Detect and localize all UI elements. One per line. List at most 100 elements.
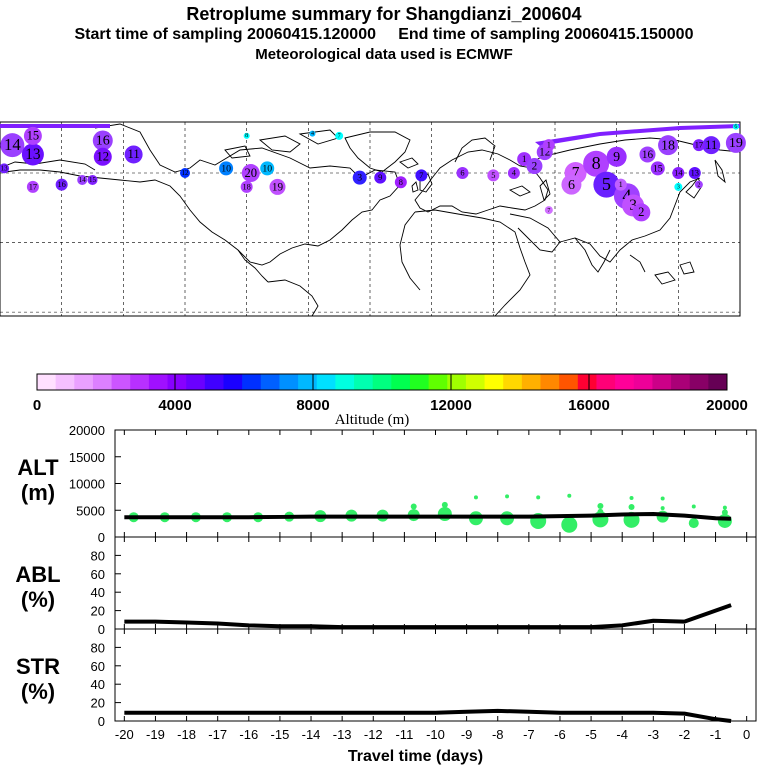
plume-marker	[688, 167, 701, 180]
colorbar-cell	[596, 374, 616, 390]
plume-marker-label: 12	[182, 169, 190, 177]
plume-marker-label: 16	[96, 134, 110, 149]
colorbar-tick-label: 0	[33, 397, 41, 414]
plume-marker	[0, 133, 25, 158]
altitude-point	[441, 501, 448, 508]
colorbar-cells	[37, 374, 728, 390]
plume-marker	[672, 167, 685, 180]
plume-marker	[544, 206, 553, 215]
altitude-point	[473, 495, 478, 500]
plume-marker-label: 4	[512, 169, 517, 178]
colorbar-cell	[577, 374, 597, 390]
panel-alt: 20000 15000 10000 5000 0 ALT(m)	[17, 423, 757, 545]
sampling-times: Start time of sampling 20060415.120000 E…	[74, 26, 694, 43]
plume-marker-label: 7	[338, 134, 341, 140]
coastlines	[0, 123, 741, 317]
plume-marker	[219, 161, 234, 176]
x-tick-label: -4	[616, 727, 628, 742]
plume-marker	[632, 203, 651, 222]
altitude-point	[660, 506, 665, 511]
y-tick-label: 0	[98, 622, 105, 637]
plume-marker	[702, 136, 721, 155]
colorbar-cell	[503, 374, 523, 390]
x-tick-label: -1	[710, 727, 722, 742]
x-tick-label: -18	[177, 727, 196, 742]
plume-marker-label: 12	[539, 147, 550, 159]
colorbar-cell	[652, 374, 672, 390]
plume-marker-label: 15	[27, 129, 40, 143]
plume-marker-label: 8	[592, 153, 601, 173]
altitude-point	[561, 516, 578, 533]
y-tick-label: 40	[91, 585, 105, 600]
plume-marker	[692, 139, 705, 152]
plume-marker-label: 16	[57, 180, 65, 189]
plume-marker-label: 17	[29, 182, 37, 191]
colorbar-cell	[671, 374, 691, 390]
colorbar-tick-label: 20000	[706, 397, 748, 414]
plume-marker-label: 1	[522, 154, 527, 165]
plume-marker-label: 19	[729, 136, 743, 151]
colorbar-cell	[148, 374, 169, 390]
y-tick-label: 10000	[69, 477, 105, 492]
series-line	[124, 708, 732, 723]
plume-marker-label: 17	[695, 141, 703, 150]
plume-marker	[487, 169, 500, 182]
x-tick-label: -10	[426, 727, 445, 742]
plume-marker	[23, 126, 42, 145]
altitude-point	[688, 518, 699, 529]
y-tick-label: 5000	[76, 503, 105, 518]
plume-marker	[694, 180, 703, 189]
plume-marker-label: 16	[642, 149, 654, 161]
plume-marker-label: 14	[79, 176, 87, 184]
colorbar-cell	[521, 374, 542, 390]
plume-marker	[394, 176, 407, 189]
plume-marker	[352, 170, 367, 185]
y-tick-label: 60	[91, 567, 105, 582]
plume-marker-label: 5	[491, 171, 495, 180]
colorbar-ticks: 0 4000 8000 12000 16000 20000	[33, 374, 748, 414]
colorbar-tick-label: 12000	[430, 397, 472, 414]
colorbar-cell	[447, 374, 467, 390]
colorbar-cell	[74, 374, 94, 390]
plume-marker	[260, 161, 275, 176]
met-data-label: Meteorological data used is ECMWF	[255, 46, 513, 63]
colorbar-cell	[242, 374, 262, 390]
x-tick-label: -3	[648, 727, 660, 742]
plume-marker	[583, 150, 610, 177]
altitude-point	[536, 495, 541, 500]
panel-abl: 80 60 40 20 0 ABL(%)	[15, 536, 757, 637]
plume-marker-label: 3	[357, 173, 362, 184]
panel-ylabel-units: (%)	[21, 587, 55, 612]
plume-marker-label: 1	[547, 141, 551, 150]
altitude-colorbar: 0 4000 8000 12000 16000 20000 Altitude (m)	[33, 373, 748, 428]
altitude-point	[629, 495, 634, 500]
altitude-point	[410, 503, 417, 510]
x-tick-label: -15	[271, 727, 290, 742]
x-tick-label: -12	[364, 727, 383, 742]
plume-marker-label: 12	[96, 150, 109, 164]
y-tick-label: 80	[91, 640, 105, 655]
x-tick-label: -8	[492, 727, 504, 742]
plume-marker-label: 10	[262, 163, 272, 174]
y-tick-label: 80	[91, 548, 105, 563]
plume-marker-label: 8	[245, 133, 248, 139]
colorbar-cell	[130, 374, 150, 390]
altitude-point	[505, 494, 510, 499]
y-tick-label: 15000	[69, 450, 105, 465]
colorbar-cell	[316, 374, 336, 390]
colorbar-cell	[708, 374, 728, 390]
panel-ylabel: STR	[16, 654, 60, 679]
y-tick-label: 20	[91, 696, 105, 711]
colorbar-cell	[633, 374, 653, 390]
y-tick-label: 20	[91, 604, 105, 619]
altitude-point	[660, 496, 665, 501]
plume-marker	[124, 145, 143, 164]
plume-marker	[21, 143, 44, 166]
plume-marker-label: 6	[460, 169, 464, 178]
plume-marker-label: 7	[547, 208, 550, 214]
colorbar-cell	[391, 374, 411, 390]
x-tick-label: -11	[395, 727, 413, 742]
plume-marker	[180, 168, 190, 179]
plume-marker	[374, 171, 387, 184]
